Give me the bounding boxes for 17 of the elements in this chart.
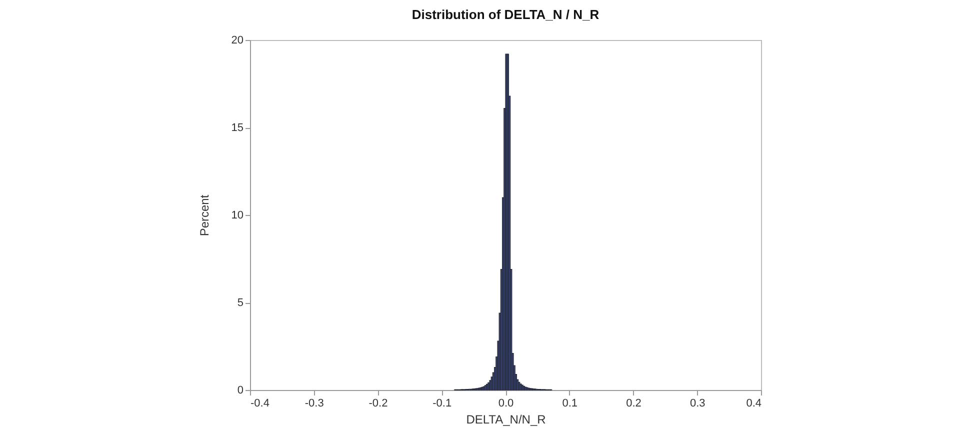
- x-tick-label: -0.4: [250, 398, 270, 410]
- y-tick-label: 5: [237, 297, 244, 309]
- y-axis-title: Percent: [197, 194, 212, 236]
- chart-title: Distribution of DELTA_N / N_R: [412, 7, 600, 22]
- x-tick-label: 0.1: [562, 398, 578, 410]
- x-tick-label: 0.4: [746, 398, 762, 410]
- y-tick-label: 0: [237, 384, 244, 396]
- x-tick-label: -0.3: [304, 398, 324, 410]
- x-tick-label: -0.2: [368, 398, 388, 410]
- y-tick-label: 20: [231, 34, 244, 46]
- x-axis-title: DELTA_N/N_R: [466, 412, 546, 426]
- x-tick-label: 0.0: [498, 398, 514, 410]
- y-tick-label: 10: [231, 210, 244, 222]
- x-tick-label: 0.3: [690, 398, 706, 410]
- x-tick-label: -0.1: [432, 398, 452, 410]
- x-tick-label: 0.2: [626, 398, 642, 410]
- y-tick-label: 15: [231, 122, 244, 134]
